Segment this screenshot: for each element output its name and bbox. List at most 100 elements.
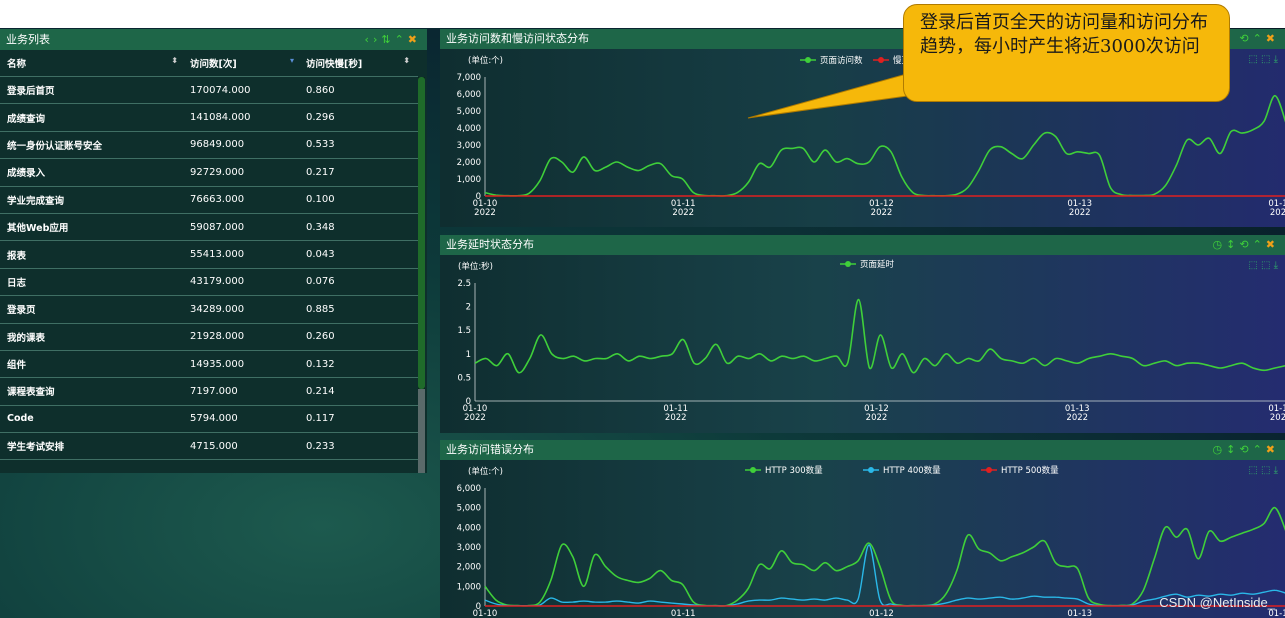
close-icon[interactable]: ✖ (1265, 238, 1279, 251)
refresh-icon[interactable]: ⟲ (1239, 443, 1253, 456)
collapse-icon[interactable]: ⌃ (1252, 32, 1266, 45)
legend-swatch-dot (986, 467, 992, 473)
table-row[interactable]: 成绩查询 141084.000 0.296 (0, 104, 418, 132)
y-tick-label: 6,000 (457, 90, 481, 100)
x-tick-label: 01-12 (869, 609, 894, 618)
scrollbar-lower[interactable] (418, 389, 425, 473)
cell-count: 59087.000 (190, 221, 245, 233)
collapse-icon[interactable]: ⌃ (394, 33, 408, 46)
table-row[interactable]: 成绩录入 92729.000 0.217 (0, 159, 418, 187)
column-header-count[interactable]: 访问数[次] ▾ (190, 56, 294, 70)
close-icon[interactable]: ✖ (1265, 32, 1279, 45)
x-tick-label: 01-13 (1065, 404, 1090, 414)
column-header-speed[interactable]: 访问快慢[秒] ⬍ (306, 56, 410, 70)
collapse-icon[interactable]: ⌃ (1252, 238, 1266, 251)
cell-count: 21928.000 (190, 331, 245, 343)
cell-speed: 0.233 (306, 440, 335, 452)
table-row[interactable]: 课程表查询 7197.000 0.214 (0, 378, 418, 406)
x-tick-year-label: 2022 (1066, 413, 1088, 423)
legend-label: HTTP 300数量 (765, 465, 823, 476)
cell-speed: 0.348 (306, 221, 335, 233)
collapse-icon[interactable]: ⌃ (1252, 443, 1266, 456)
cell-count: 14935.000 (190, 358, 245, 370)
y-tick-label: 1 (466, 350, 471, 360)
table-header: 名称 ⬍ 访问数[次] ▾ 访问快慢[秒] ⬍ (0, 50, 418, 77)
unit-label: (单位:个) (468, 466, 503, 477)
sort-icon[interactable]: ⬍ (171, 56, 178, 65)
unit-label: (单位:秒) (458, 261, 493, 272)
y-tick-label: 2,000 (457, 158, 481, 168)
x-tick-label: 01-13 (1067, 609, 1092, 618)
chart-toolbar: ◷↕⟲⌃✖ (1213, 440, 1279, 460)
cell-name: 课程表查询 (7, 387, 55, 399)
table-row[interactable]: 组件 14935.000 0.132 (0, 351, 418, 379)
cell-count: 141084.000 (190, 112, 251, 124)
y-tick-label: 2,000 (457, 563, 481, 573)
clock-icon[interactable]: ◷ (1212, 443, 1227, 456)
legend-swatch-dot (878, 57, 884, 63)
y-tick-label: 6,000 (457, 484, 481, 494)
x-tick-label: 01-10 (473, 199, 498, 209)
table-row[interactable]: 日志 43179.000 0.076 (0, 269, 418, 297)
column-header-name[interactable]: 名称 ⬍ (7, 56, 178, 70)
cell-name: 我的课表 (7, 332, 46, 344)
legend-swatch-dot (750, 467, 756, 473)
x-tick-year-label: 2022 (464, 413, 486, 423)
cell-count: 55413.000 (190, 249, 245, 261)
y-tick-label: 0.5 (457, 373, 471, 383)
refresh-icon[interactable]: ⟲ (1239, 32, 1253, 45)
pin-icon[interactable]: ↕ (1226, 238, 1240, 251)
cell-name: 学业完成查询 (7, 195, 65, 207)
cell-name: Code (7, 413, 34, 425)
cell-count: 5794.000 (190, 413, 238, 425)
table-row[interactable]: 其他Web应用 59087.000 0.348 (0, 214, 418, 242)
cell-name: 成绩查询 (7, 113, 46, 125)
chart-title: 业务访问数和慢访问状态分布 (446, 32, 589, 45)
table-row[interactable]: 登录页 34289.000 0.885 (0, 296, 418, 324)
errors-chart-panel: 业务访问错误分布 ◷↕⟲⌃✖ (单位:个) 0 1,000 2,000 3,000 4,0… (440, 440, 1285, 618)
sort-desc-icon[interactable]: ▾ (289, 56, 294, 65)
next-page-icon[interactable]: › (372, 33, 382, 46)
x-tick-year-label: 2022 (866, 413, 888, 423)
table-row[interactable]: 学生考试安排 4715.000 0.233 (0, 433, 418, 461)
y-tick-label: 4,000 (457, 124, 481, 134)
x-tick-year-label: 2022 (474, 208, 496, 218)
close-icon[interactable]: ✖ (1265, 443, 1279, 456)
clock-icon[interactable]: ◷ (1212, 238, 1227, 251)
pin-icon[interactable]: ↕ (1226, 443, 1240, 456)
x-tick-label: 01-11 (671, 609, 696, 618)
table-row[interactable]: 统一身份认证账号安全 96849.000 0.533 (0, 132, 418, 160)
refresh-icon[interactable]: ⟲ (1239, 238, 1253, 251)
prev-page-icon[interactable]: ‹ (364, 33, 373, 46)
save-image-icon: ⬚ ⬚ ⤓ (1248, 465, 1278, 476)
visits-chart: (单位:个) 0 1,000 2,000 3,000 4,000 5,000 6,000 7,0… (457, 54, 1285, 218)
table-row[interactable]: Code 5794.000 0.117 (0, 406, 418, 434)
close-icon[interactable]: ✖ (407, 33, 421, 46)
cell-speed: 0.860 (306, 84, 335, 96)
cell-count: 96849.000 (190, 139, 245, 151)
table-row[interactable]: 登录后首页 170074.000 0.860 (0, 77, 418, 105)
table-row[interactable]: 报表 55413.000 0.043 (0, 241, 418, 269)
save-image-icon: ⬚ ⬚ ⤓ (1248, 260, 1278, 271)
cell-speed: 0.260 (306, 331, 335, 343)
cell-speed: 0.132 (306, 358, 335, 370)
x-tick-label: 01-1 (1268, 199, 1285, 209)
cell-speed: 0.043 (306, 249, 335, 261)
cell-name: 学生考试安排 (7, 442, 65, 454)
sort-icon[interactable]: ⇅ (381, 33, 395, 46)
errors-chart: (单位:个) 0 1,000 2,000 3,000 4,000 5,000 6,000 01-… (457, 465, 1285, 618)
legend-label: 页面延时 (860, 259, 895, 270)
x-tick-year-label: 2022 (672, 208, 694, 218)
x-tick-year-label: 2022 (665, 413, 687, 423)
y-tick-label: 0 (476, 602, 481, 612)
cell-speed: 0.217 (306, 166, 335, 178)
business-table: 名称 ⬍ 访问数[次] ▾ 访问快慢[秒] ⬍ 登录后首页 170074.000 0.86… (0, 50, 418, 461)
table-row[interactable]: 我的课表 21928.000 0.260 (0, 324, 418, 351)
y-tick-label: 1,000 (457, 582, 481, 592)
cell-name: 成绩录入 (7, 168, 46, 180)
scrollbar-thumb[interactable] (418, 77, 425, 389)
cell-count: 4715.000 (190, 440, 238, 452)
sort-icon[interactable]: ⬍ (403, 56, 410, 65)
table-row[interactable]: 学业完成查询 76663.000 0.100 (0, 187, 418, 214)
x-tick-label: 01-13 (1067, 199, 1092, 209)
